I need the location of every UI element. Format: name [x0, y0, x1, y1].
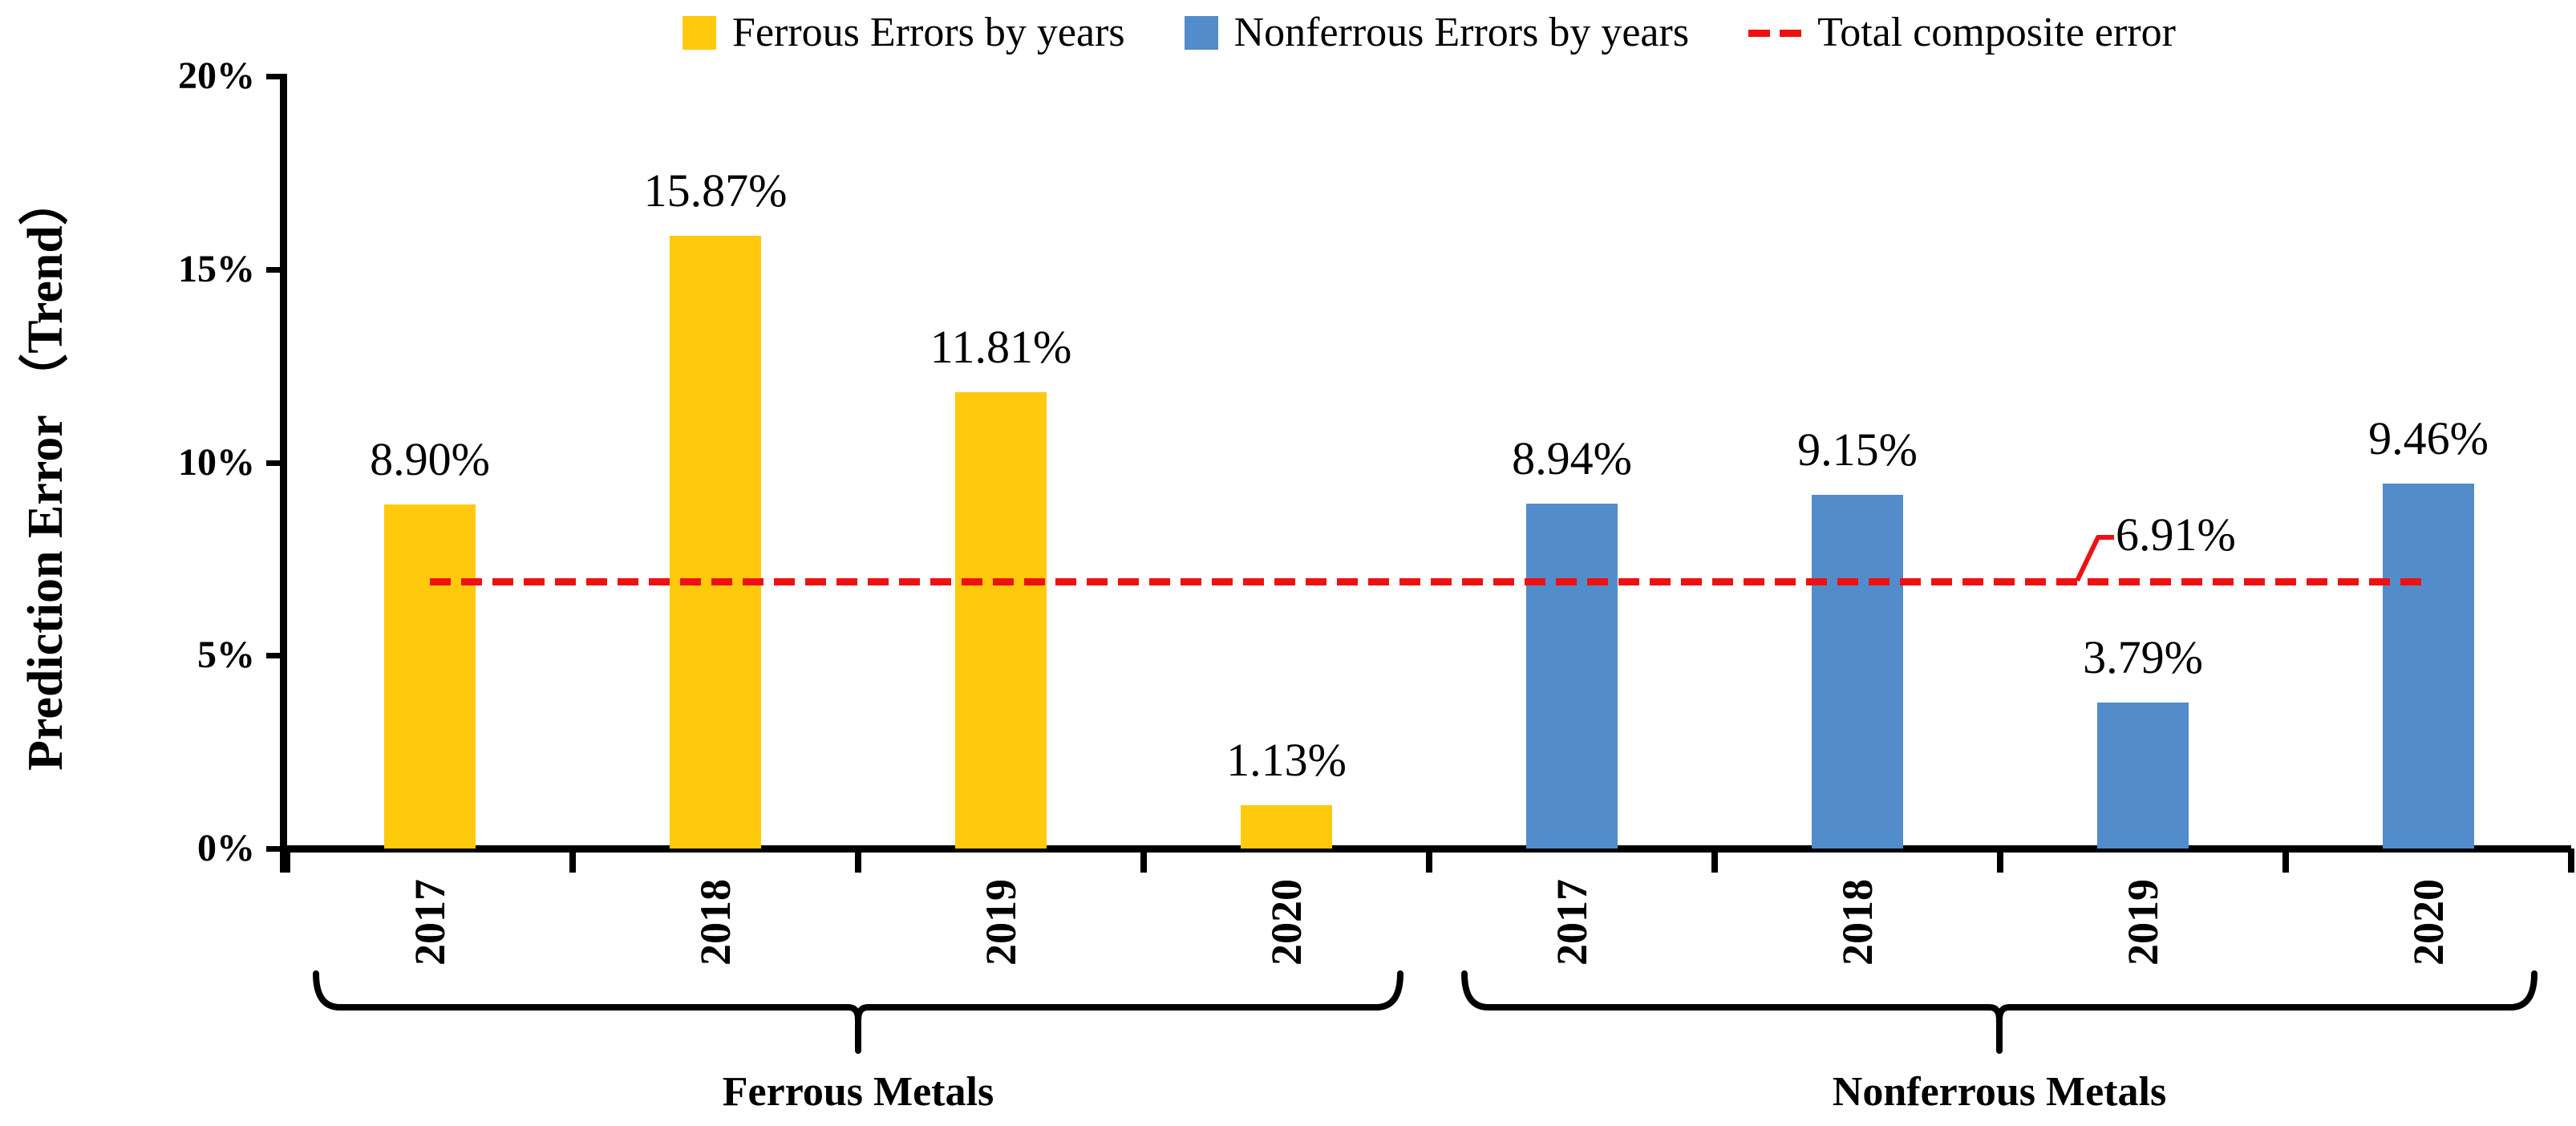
legend-item-label: Ferrous Errors by years	[732, 10, 1125, 55]
bar-value-label: 8.94%	[1512, 431, 1632, 484]
bar	[384, 504, 476, 849]
bar	[955, 392, 1047, 849]
y-tick	[266, 460, 287, 466]
bar	[2383, 483, 2474, 849]
ferrous-group-brace	[313, 970, 1403, 1054]
reference-line-annotation: 6.91%	[2116, 508, 2236, 561]
bar-value-label: 8.90%	[370, 433, 490, 486]
x-tick	[2282, 849, 2289, 873]
bar	[1526, 503, 1618, 849]
y-tick	[266, 653, 287, 659]
bar-value-label: 9.46%	[2368, 411, 2489, 464]
x-tick	[569, 849, 576, 873]
reference-callout-line	[2075, 535, 2114, 582]
x-tick	[855, 849, 861, 873]
y-tick-label: 20%	[178, 55, 255, 97]
legend-item-label: Total composite error	[1817, 10, 2176, 55]
legend-ferrous-swatch	[682, 16, 717, 50]
x-category-label: 2017	[406, 879, 454, 966]
group-label-nonferrous: Nonferrous Metals	[1832, 1069, 2167, 1115]
legend-dashed-line-swatch	[1748, 29, 1802, 37]
bar	[670, 235, 761, 849]
legend-item: Ferrous Errors by years	[682, 5, 1125, 61]
y-axis-title: Prediction Error （Trend）	[18, 176, 73, 771]
x-tick	[284, 849, 290, 873]
x-tick	[1711, 849, 1718, 873]
legend: Ferrous Errors by years Nonferrous Errors…	[287, 3, 2571, 63]
bar-value-label: 3.79%	[2083, 630, 2203, 683]
y-tick	[266, 266, 287, 273]
legend-item: Total composite error	[1748, 5, 2176, 61]
x-tick	[1426, 849, 1432, 873]
x-category-label: 2017	[1548, 879, 1596, 966]
y-tick-label: 15%	[178, 247, 255, 290]
x-category-label: 2020	[2404, 879, 2452, 966]
group-label-ferrous: Ferrous Metals	[722, 1069, 994, 1115]
y-tick-label: 10%	[178, 440, 255, 484]
legend-item-label: Nonferrous Errors by years	[1233, 10, 1690, 55]
reference-line	[430, 578, 2428, 586]
x-category-label: 2018	[1833, 879, 1881, 966]
y-tick-label: 0%	[197, 827, 255, 869]
y-tick	[266, 846, 287, 852]
x-tick	[1997, 849, 2003, 873]
bar	[2097, 702, 2189, 849]
nonferrous-group-brace	[1461, 970, 2538, 1054]
legend-item: Nonferrous Errors by years	[1184, 5, 1690, 61]
y-tick	[266, 74, 287, 79]
legend-nonferrous-swatch	[1184, 16, 1218, 50]
x-axis-line	[280, 845, 2571, 853]
bar	[1241, 804, 1332, 849]
bar-value-label: 11.81%	[930, 321, 1072, 374]
x-tick	[1140, 849, 1147, 873]
bar-value-label: 15.87%	[643, 164, 788, 217]
bar-value-label: 9.15%	[1797, 423, 1918, 476]
x-category-label: 2020	[1262, 879, 1310, 966]
x-category-label: 2019	[2119, 879, 2167, 966]
x-tick	[2568, 849, 2574, 873]
bar-value-label: 1.13%	[1226, 733, 1347, 786]
y-axis-line	[280, 76, 287, 873]
bar	[1812, 495, 1903, 849]
x-category-label: 2018	[691, 879, 739, 966]
x-category-label: 2019	[977, 879, 1025, 966]
y-tick-label: 5%	[197, 634, 255, 677]
